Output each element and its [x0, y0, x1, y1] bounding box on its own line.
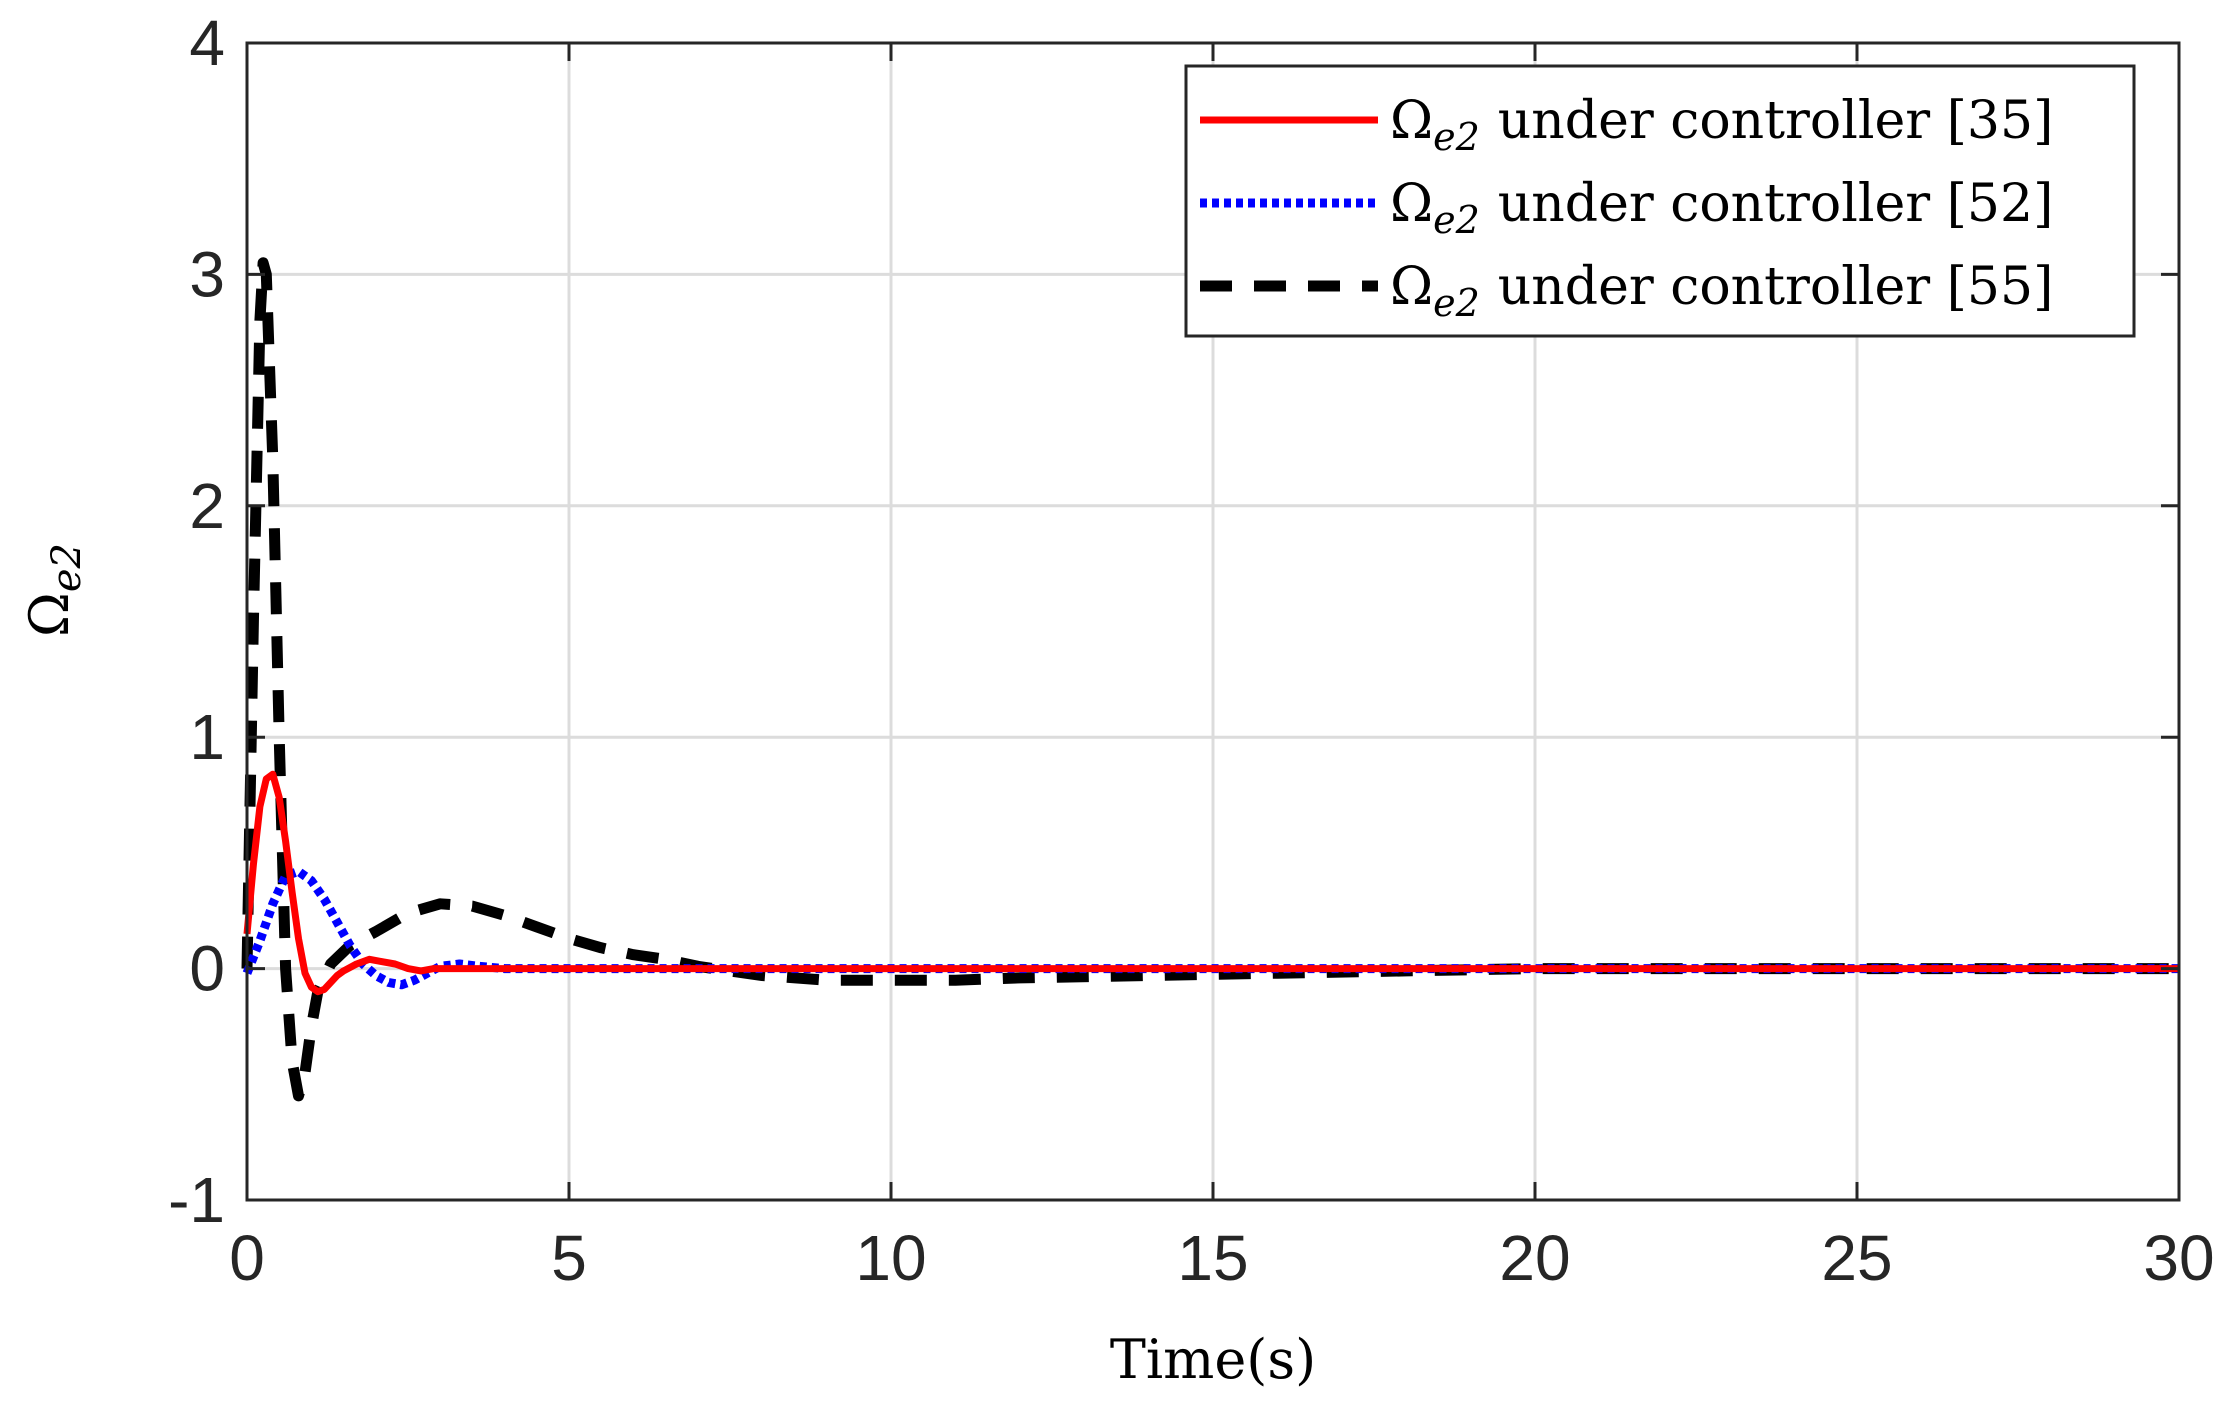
series-line-3 — [241, 257, 2179, 1102]
series-line-1 — [243, 770, 2179, 996]
y-tick-label: 4 — [189, 7, 225, 79]
legend-subscript: e2 — [1433, 198, 1480, 242]
y-tick-label: -1 — [168, 1164, 225, 1236]
legend-label: under controller [35] — [1498, 91, 2054, 151]
y-tick-label: 2 — [189, 470, 225, 542]
legend: Ωe2 under controller [35] Ωe2 under control… — [1184, 64, 2136, 338]
svg-text:Ωe2: Ωe2 — [18, 543, 90, 637]
legend-entry-2: Ωe2 under controller [52] — [1390, 174, 2053, 242]
x-tick-label: 25 — [1821, 1222, 1892, 1294]
y-axis-label: Ωe2 — [18, 543, 90, 637]
legend-subscript: e2 — [1433, 281, 1480, 325]
legend-label: under controller [52] — [1498, 174, 2054, 234]
legend-symbol: Ω — [1390, 257, 1433, 317]
legend-subscript: e2 — [1433, 115, 1480, 159]
data-series — [241, 257, 2179, 1102]
x-tick-label: 20 — [1499, 1222, 1570, 1294]
x-axis-label: Time(s) — [1110, 1328, 1316, 1391]
legend-symbol: Ω — [1390, 91, 1433, 151]
y-tick-label: 3 — [189, 238, 225, 310]
legend-label: under controller [55] — [1498, 257, 2054, 317]
x-tick-label: 10 — [855, 1222, 926, 1294]
x-tick-label: 0 — [229, 1222, 265, 1294]
x-tick-label: 15 — [1177, 1222, 1248, 1294]
y-tick-label: 1 — [189, 701, 225, 773]
x-tick-label: 5 — [551, 1222, 587, 1294]
legend-entry-1: Ωe2 under controller [35] — [1390, 91, 2053, 159]
legend-symbol: Ω — [1390, 174, 1433, 234]
y-axis-label-symbol: Ω — [18, 592, 81, 637]
y-axis-label-subscript: e2 — [44, 543, 90, 592]
y-tick-label: 0 — [189, 933, 225, 1005]
legend-entry-3: Ωe2 under controller [55] — [1390, 257, 2053, 325]
x-tick-label: 30 — [2143, 1222, 2214, 1294]
